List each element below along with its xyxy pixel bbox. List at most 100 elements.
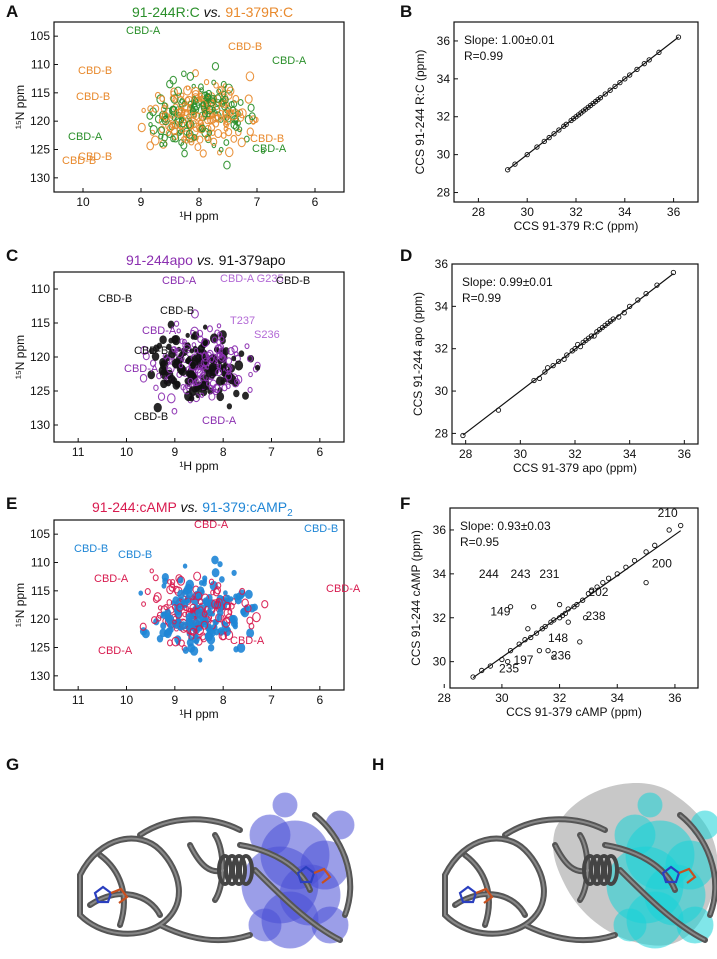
panel-e-peak [138,590,144,596]
panel-d-xtick-label: 34 [623,447,637,461]
panel-a-peak [260,148,266,154]
panel-b-point [541,138,547,145]
panel-b-slope-text: Slope: 1.00±0.01 [464,33,555,47]
title-a-right: 91-379R:C [225,4,294,20]
panel-a-peak [188,122,194,130]
panel-a-peak [187,117,193,123]
panel-a-peak [137,122,146,133]
panel-c-peak [208,392,216,401]
panel-c-peak [171,335,179,344]
panel-e-peak [248,622,255,630]
panel-a-peak [212,119,220,128]
panel-e-peak [171,636,180,647]
panel-e-peak [223,601,232,611]
panel-c-peak [151,352,160,361]
panel-d-point [572,346,578,352]
panel-g-structure [77,792,355,949]
panel-a-peak [194,112,203,122]
panel-e-annotation: CBD-A [326,583,361,595]
panel-label-f: F [400,494,411,513]
panel-g-ribbon-highlight [214,834,224,901]
panel-c-peak [174,380,181,388]
panel-c-peak [216,376,225,386]
panel-h-structure [442,782,717,949]
panel-c-peak [167,320,175,329]
title-c-sep: vs. [196,252,215,268]
panel-e-ytick-label: 110 [31,556,50,570]
panel-b-point [551,131,557,137]
panel-g-ribbon-highlight [189,844,226,873]
panel-e-peak [182,563,188,569]
panel-c-peak [171,346,177,353]
panel-c-peak [208,364,216,373]
panel-c-peak [234,378,240,385]
panel-b-xlabel: CCS 91-379 R:C (ppm) [514,219,639,233]
panel-a-peak [222,95,229,104]
panel-a-peak [226,86,235,96]
panel-d-point [536,375,543,382]
panel-h-surface [613,908,647,942]
panel-e-ytick-label: 125 [30,641,50,655]
panel-d-ytick-label: 30 [435,384,449,398]
panel-c-ytick-label: 125 [30,384,50,398]
panel-c-annotation: CBD-B [160,305,194,317]
panel-e-peak [161,583,167,589]
panel-c-peak [234,360,244,371]
panel-f-point [528,634,534,641]
panel-a-peak [224,147,234,158]
panel-e-peak [214,586,222,595]
panel-a-peak [196,135,204,144]
panel-d-ytick-label: 28 [435,426,449,440]
panel-f-point [562,610,568,617]
panel-a-peak [147,105,154,113]
panel-a-peak [181,117,187,124]
panel-a-peak [228,101,235,108]
panel-c-peak [191,357,200,366]
panel-g-surface [272,792,298,818]
panel-a-peak [203,78,210,86]
panel-c-annotation: T237 [230,315,255,327]
panel-c-peak [188,386,198,397]
panel-f-point [556,601,563,608]
panel-b-point [524,151,530,158]
panel-f-r-text: R=0.95 [460,535,499,549]
panel-d-point [588,333,595,339]
panel-e-peak [212,618,218,626]
panel-e-peak [172,619,177,625]
panel-d-point [643,290,649,297]
panel-b-xtick-label: 28 [472,205,486,219]
panel-f-point [631,558,638,564]
panel-e-peak [223,590,228,596]
panel-label-a: A [6,2,19,21]
panel-a-peak [211,61,220,71]
panel-e-peak [211,568,220,578]
panel-c-peak [153,384,159,392]
panel-label-b: B [400,2,413,21]
panel-c-peak [147,370,156,380]
panel-f-point [652,542,658,548]
panel-a-peak [237,137,246,148]
panel-c-annotation: CBD-B [276,275,310,287]
panel-b-ytick-label: 28 [437,186,451,200]
panel-a-ytick-label: 105 [30,29,50,43]
panel-e-ytick-label: 130 [30,669,50,683]
panel-c-peak [153,402,162,413]
title-e-sub: 2 [287,507,293,519]
panel-e-xtick-label: 11 [72,693,85,707]
panel-e-peak [189,608,195,614]
panel-e-peaks [138,555,269,663]
panel-f-point [666,527,672,533]
panel-d-point [550,362,556,369]
panel-f-point [530,604,537,610]
panel-a-annotation: CBD-B [228,41,262,53]
panel-b-point [634,66,640,73]
panel-h-helix-turn [596,854,612,886]
title-e-sep: vs. [180,499,199,515]
panel-a-frame [53,21,345,193]
panel-c-annotation: S236 [254,329,280,341]
panel-f-xtick-label: 32 [553,691,567,705]
panel-f-ytick-label: 32 [433,611,447,625]
panel-a-peak [248,112,256,121]
panel-g-helix-turn [231,854,247,886]
